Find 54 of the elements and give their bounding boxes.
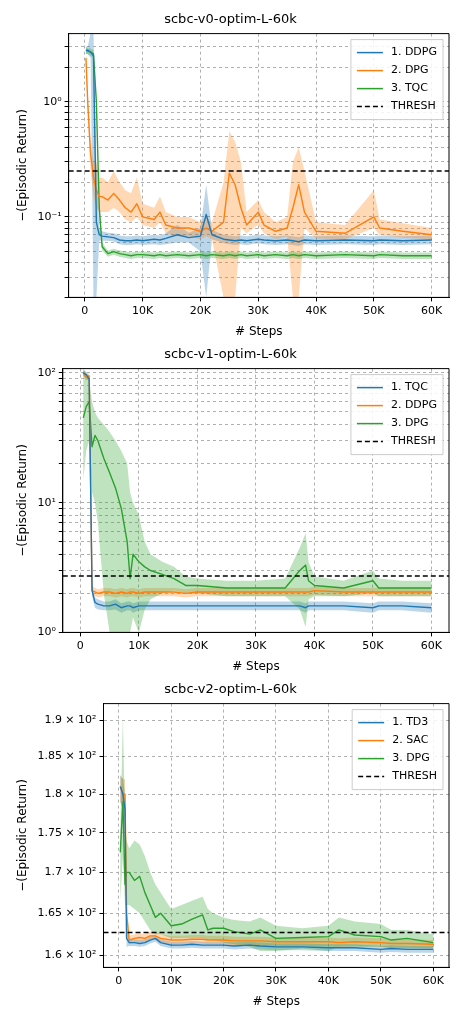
x-tick-label: 10K [160,973,183,987]
x-tick-label: 40K [317,973,340,987]
legend-label: 1. TQC [390,380,429,394]
x-tick-label: 20K [186,638,209,652]
y-tick-label: 10¹ [37,495,56,509]
y-tick-label: 1.6 × 10² [44,948,97,962]
x-tick-label: 30K [247,303,270,317]
legend-label: 3. DPG [392,751,430,765]
chart-title: scbc-v2-optim-L-60k [164,681,298,697]
x-tick-label: 50K [362,638,385,652]
y-axis-title: −(Episodic Return) [15,444,30,557]
y-axis-title: −(Episodic Return) [15,779,30,892]
x-tick-label: 60K [421,303,444,317]
y-tick-label: 10⁰ [37,625,57,639]
y-tick-label: 1.75 × 10² [37,825,97,839]
x-tick-label: 30K [245,638,268,652]
legend-label: 1. TD3 [392,715,429,729]
legend-label: THRESH [389,434,436,448]
chart-title: scbc-v0-optim-L-60k [164,11,298,27]
legend-label: THRESH [389,99,436,113]
x-axis-title: # Steps [232,658,280,673]
legend-label: 1. DDPG [390,45,437,59]
legend-label: THRESH [391,769,438,783]
y-tick-label: 1.9 × 10² [44,712,97,726]
legend-label: 2. DDPG [390,398,437,412]
legend-label: 2. DPG [390,63,429,77]
x-tick-label: 20K [189,303,212,317]
x-axis-title: # Steps [235,323,283,338]
legend-label: 3. TQC [390,81,429,95]
x-tick-label: 40K [305,303,328,317]
y-tick-label: 10² [37,365,56,379]
y-tick-label: 1.7 × 10² [44,865,97,879]
x-tick-label: 50K [363,303,386,317]
x-tick-label: 50K [370,973,393,987]
y-axis-title: −(Episodic Return) [15,109,30,222]
legend-label: 2. SAC [392,733,429,747]
x-tick-label: 60K [420,638,443,652]
x-tick-label: 30K [265,973,288,987]
legend-label: 3. DPG [390,416,429,430]
y-tick-label: 1.65 × 10² [37,906,97,920]
y-tick-label: 1.8 × 10² [44,786,97,800]
x-tick-label: 0 [115,973,123,987]
x-tick-label: 60K [422,973,445,987]
x-tick-label: 10K [128,638,151,652]
y-tick-label: 1.85 × 10² [37,749,97,763]
chart-title: scbc-v1-optim-L-60k [164,346,298,362]
x-tick-label: 20K [212,973,235,987]
x-axis-title: # Steps [252,993,300,1008]
x-tick-label: 0 [76,638,84,652]
y-tick-label: 10⁻¹ [37,209,62,223]
x-tick-label: 40K [303,638,326,652]
y-tick-label: 10⁰ [43,94,63,108]
x-tick-label: 10K [132,303,154,317]
x-tick-label: 0 [81,303,89,317]
